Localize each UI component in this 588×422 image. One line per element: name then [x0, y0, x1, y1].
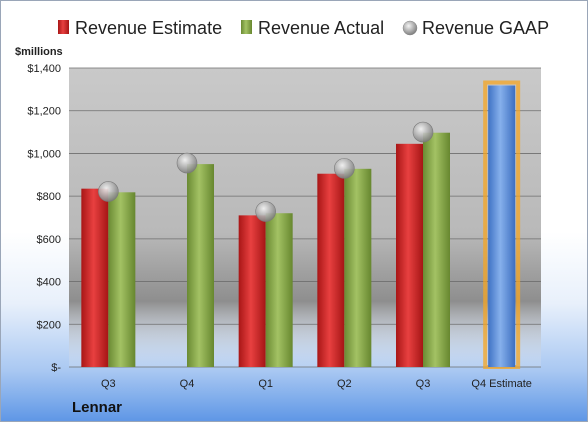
x-tick-label: Q4 Estimate	[471, 378, 532, 390]
actual-bar	[423, 132, 450, 367]
estimate-bar	[238, 215, 266, 367]
x-tick-label: Q3	[101, 378, 116, 390]
y-tick-label: $200	[37, 319, 61, 331]
y-tick-label: $-	[51, 362, 61, 374]
legend-label-revenue-estimate: Revenue Estimate	[75, 18, 222, 38]
legend-label-revenue-actual: Revenue Actual	[258, 18, 384, 38]
legend-swatch-revenue-gaap	[402, 20, 418, 36]
y-axis-ticks: $- $200 $400 $600 $800 $1,000 $1,200 $1,400	[27, 63, 61, 374]
estimate-bar	[317, 173, 345, 367]
x-tick-label: Q3	[416, 378, 431, 390]
x-tick-label: Q1	[258, 378, 273, 390]
y-tick-label: $400	[37, 277, 61, 289]
gaap-points	[98, 121, 434, 222]
actual-bar	[265, 213, 293, 367]
legend: Revenue Estimate Revenue Actual Revenue …	[58, 18, 549, 38]
gaap-point	[334, 158, 355, 179]
gridlines	[69, 67, 541, 368]
x-axis-ticks: Q3 Q4 Q1 Q2 Q3 Q4 Estimate	[101, 378, 532, 390]
legend-label-revenue-gaap: Revenue GAAP	[422, 18, 549, 38]
y-tick-label: $800	[37, 191, 61, 203]
y-tick-label: $1,000	[27, 148, 61, 160]
bars	[81, 80, 521, 370]
legend-swatch-revenue-actual	[241, 20, 252, 34]
actual-bar	[108, 192, 136, 367]
gaap-point	[255, 201, 276, 222]
actual-bar	[344, 168, 372, 367]
company-name: Lennar	[72, 399, 122, 416]
y-tick-label: $1,400	[27, 63, 61, 75]
estimate-bar	[81, 188, 109, 367]
gaap-point	[98, 181, 119, 202]
legend-swatch-revenue-estimate	[58, 20, 69, 34]
x-tick-label: Q2	[337, 378, 352, 390]
estimate-bar-highlighted	[488, 85, 516, 368]
y-axis-unit-label: $millions	[15, 46, 63, 58]
x-tick-label: Q4	[180, 378, 195, 390]
actual-bar	[187, 164, 214, 367]
gaap-point	[176, 152, 198, 174]
gaap-point	[412, 121, 434, 143]
y-tick-label: $600	[37, 234, 61, 246]
estimate-bar	[396, 143, 423, 367]
y-tick-label: $1,200	[27, 106, 61, 118]
plot-area	[69, 68, 541, 367]
